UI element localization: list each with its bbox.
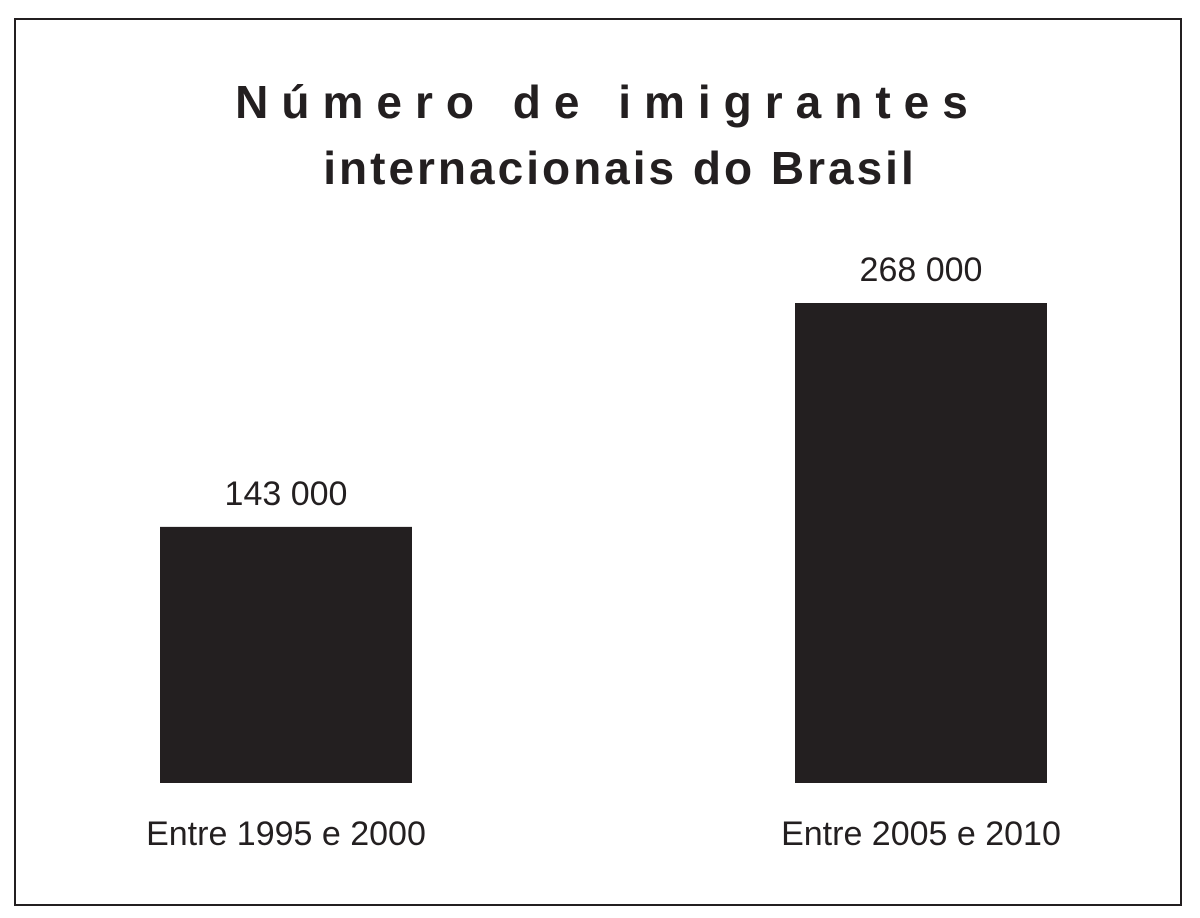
category-label-1: Entre 1995 e 2000 xyxy=(146,815,426,853)
bar-2 xyxy=(795,303,1047,783)
chart-frame xyxy=(14,18,1182,906)
bar-1 xyxy=(160,526,412,783)
chart-title-line-1: Número de imigrantes xyxy=(235,76,981,128)
bars-group: 143 000 Entre 1995 e 2000 268 000 Entre 200… xyxy=(146,251,1061,853)
chart-title-line-2: internacionais do Brasil xyxy=(323,142,916,194)
bar-value-label-1: 143 000 xyxy=(225,475,348,513)
bar-value-label-2: 268 000 xyxy=(860,251,983,289)
category-label-2: Entre 2005 e 2010 xyxy=(781,815,1061,853)
